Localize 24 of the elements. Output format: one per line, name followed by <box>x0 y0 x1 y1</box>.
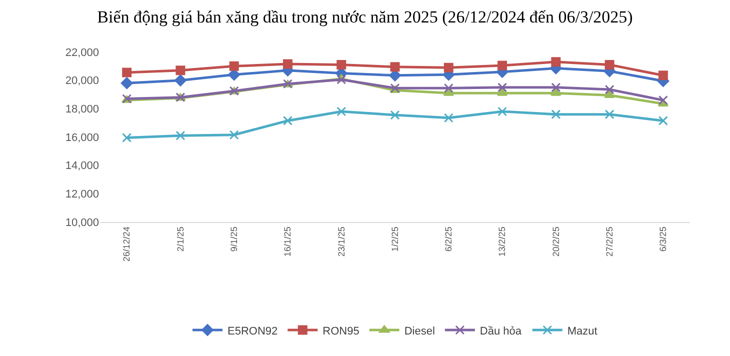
y-tick-label: 18,000 <box>65 104 99 116</box>
legend-label: Diesel <box>404 325 435 338</box>
legend-label: Mazut <box>567 325 598 338</box>
x-tick-label: 23/1/25 <box>336 226 346 257</box>
x-tick-label: 20/2/25 <box>550 226 561 257</box>
y-tick-label: 14,000 <box>65 160 99 172</box>
x-tick-label: 16/1/25 <box>282 226 293 257</box>
y-tick-label: 22,000 <box>65 46 99 59</box>
legend-label: RON95 <box>322 325 360 338</box>
x-tick-label: 13/2/25 <box>497 226 508 257</box>
chart-title: Biến động giá bán xăng dầu trong nước năm 2025 (26/12/2024 đến 06/3/2025) <box>97 8 633 27</box>
x-tick-label: 6/3/25 <box>658 226 668 252</box>
x-tick-label: 26/12/24 <box>122 226 132 262</box>
y-tick-label: 16,000 <box>65 132 99 144</box>
x-tick-label: 2/1/25 <box>175 226 186 252</box>
x-tick-label: 1/2/25 <box>390 226 400 252</box>
legend-label: Dầu hỏa <box>480 325 522 338</box>
y-tick-label: 20,000 <box>65 75 99 88</box>
legend-label: E5RON92 <box>228 325 278 338</box>
y-tick-label: 10,000 <box>65 216 99 229</box>
x-tick-label: 27/2/25 <box>604 226 614 257</box>
y-tick-label: 12,000 <box>65 188 99 201</box>
x-tick-label: 6/2/25 <box>444 226 454 252</box>
x-tick-label: 9/1/25 <box>229 226 240 252</box>
